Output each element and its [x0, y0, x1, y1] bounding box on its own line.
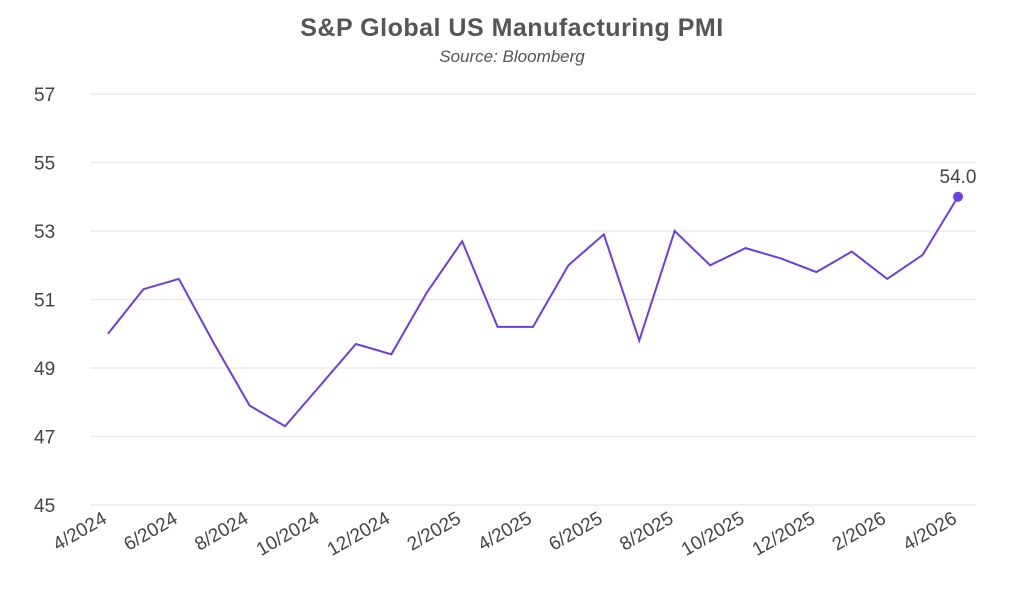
x-tick-label: 8/2025: [616, 508, 677, 555]
y-tick-label: 49: [34, 359, 55, 380]
x-tick-label: 12/2024: [324, 508, 394, 561]
last-data-point: [953, 191, 963, 202]
x-tick-label: 4/2026: [900, 508, 961, 555]
x-tick-label: 2/2025: [404, 508, 465, 555]
y-tick-label: 45: [34, 496, 55, 517]
y-tick-label: 51: [34, 291, 55, 312]
x-tick-label: 2/2026: [829, 508, 890, 555]
y-tick-label: 47: [34, 428, 55, 449]
last-value-label: 54.0: [940, 167, 977, 188]
y-tick-label: 57: [34, 85, 55, 106]
y-tick-label: 55: [34, 154, 55, 175]
x-tick-label: 10/2024: [253, 508, 323, 561]
x-tick-label: 8/2024: [191, 508, 252, 555]
x-tick-label: 10/2025: [678, 508, 748, 561]
x-tick-label: 6/2024: [120, 508, 181, 555]
x-tick-label: 12/2025: [749, 508, 819, 561]
chart-subtitle: Source: Bloomberg: [439, 47, 585, 66]
x-tick-label: 6/2025: [545, 508, 606, 555]
x-tick-label: 4/2025: [475, 508, 536, 555]
x-tick-label: 4/2024: [50, 508, 111, 555]
chart-title: S&P Global US Manufacturing PMI: [300, 14, 724, 42]
y-tick-label: 53: [34, 222, 55, 243]
